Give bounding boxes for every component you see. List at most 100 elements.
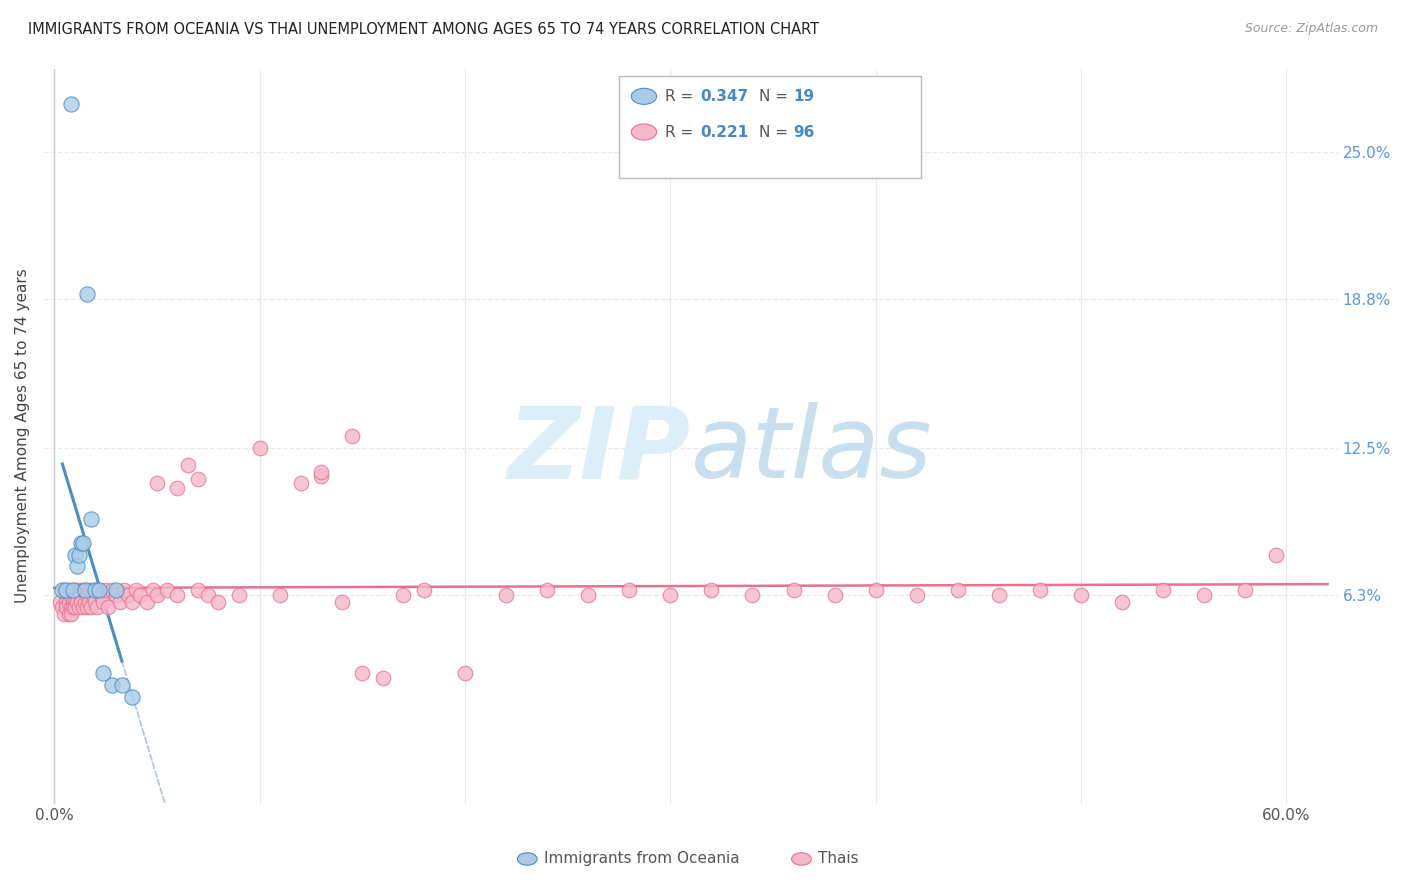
Point — [67, 548, 90, 562]
Text: Thais: Thais — [818, 852, 859, 866]
Point — [330, 595, 353, 609]
Point — [166, 588, 188, 602]
Point — [80, 583, 103, 598]
Point — [104, 583, 127, 598]
Point — [228, 588, 250, 602]
Point — [73, 583, 96, 598]
Point — [55, 588, 77, 602]
Point — [197, 588, 219, 602]
Point — [66, 588, 89, 602]
Point — [207, 595, 229, 609]
Point — [371, 671, 394, 685]
Point — [700, 583, 723, 598]
Point — [865, 583, 887, 598]
Point — [58, 595, 80, 609]
Point — [100, 678, 122, 692]
Point — [121, 690, 143, 704]
Point — [125, 583, 148, 598]
Point — [1265, 548, 1288, 562]
Point — [53, 607, 76, 621]
Point — [62, 599, 84, 614]
Point — [117, 588, 139, 602]
Point — [309, 469, 332, 483]
Point — [86, 599, 108, 614]
Point — [58, 583, 80, 598]
Text: 0.221: 0.221 — [700, 125, 748, 139]
Point — [94, 583, 117, 598]
Point — [59, 607, 82, 621]
Point — [62, 583, 84, 598]
Point — [104, 588, 127, 602]
Point — [70, 535, 93, 549]
Point — [495, 588, 517, 602]
Point — [824, 588, 846, 602]
Point — [73, 583, 96, 598]
Point — [340, 429, 363, 443]
Point — [93, 666, 115, 681]
Point — [76, 599, 98, 614]
Point — [89, 583, 111, 598]
Text: ZIP: ZIP — [508, 402, 690, 500]
Point — [111, 678, 134, 692]
Point — [187, 583, 209, 598]
Text: 19: 19 — [793, 89, 814, 103]
Point — [576, 588, 599, 602]
Point — [53, 583, 76, 598]
Point — [1234, 583, 1257, 598]
Point — [741, 588, 763, 602]
Text: Source: ZipAtlas.com: Source: ZipAtlas.com — [1244, 22, 1378, 36]
Y-axis label: Unemployment Among Ages 65 to 74 years: Unemployment Among Ages 65 to 74 years — [15, 268, 30, 604]
Point — [63, 583, 86, 598]
Point — [1070, 588, 1092, 602]
Point — [51, 599, 73, 614]
Point — [290, 476, 312, 491]
Point — [166, 481, 188, 495]
Point — [269, 588, 291, 602]
Point — [392, 588, 415, 602]
Point — [63, 548, 86, 562]
Text: 0.347: 0.347 — [700, 89, 748, 103]
Point — [70, 588, 93, 602]
Point — [55, 583, 77, 598]
Point — [96, 599, 118, 614]
Point — [72, 583, 94, 598]
Point — [55, 595, 77, 609]
Point — [352, 666, 374, 681]
Point — [67, 583, 90, 598]
Point — [100, 583, 122, 598]
Point — [63, 599, 86, 614]
Point — [135, 595, 157, 609]
Point — [58, 607, 80, 621]
Text: atlas: atlas — [690, 402, 932, 500]
Point — [72, 535, 94, 549]
Point — [63, 595, 86, 609]
Point — [80, 599, 103, 614]
Point — [84, 595, 107, 609]
Point — [55, 599, 77, 614]
Point — [987, 588, 1010, 602]
Point — [249, 441, 271, 455]
Text: 96: 96 — [793, 125, 814, 139]
Point — [619, 583, 641, 598]
Text: Immigrants from Oceania: Immigrants from Oceania — [544, 852, 740, 866]
Text: N =: N = — [759, 89, 793, 103]
Point — [59, 599, 82, 614]
Point — [905, 588, 928, 602]
Point — [82, 588, 104, 602]
Point — [156, 583, 179, 598]
Text: N =: N = — [759, 125, 793, 139]
Point — [129, 588, 152, 602]
Point — [59, 97, 82, 112]
Point — [309, 465, 332, 479]
Text: R =: R = — [665, 125, 699, 139]
Point — [70, 595, 93, 609]
Point — [77, 595, 100, 609]
Point — [146, 476, 169, 491]
Point — [108, 595, 131, 609]
Point — [76, 588, 98, 602]
Point — [77, 583, 100, 598]
Point — [89, 583, 111, 598]
Point — [187, 472, 209, 486]
Point — [1194, 588, 1216, 602]
Point — [1111, 595, 1133, 609]
